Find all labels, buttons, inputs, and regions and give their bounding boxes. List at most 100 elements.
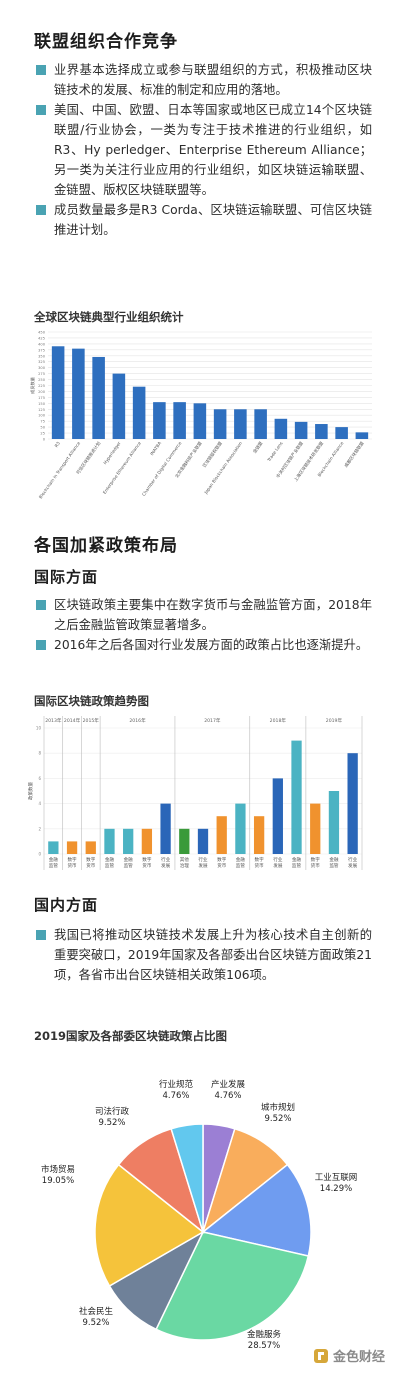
bullet-square-icon [36, 930, 46, 940]
bar [193, 403, 207, 439]
y-axis-label: 政策数量 [28, 782, 34, 800]
org-member-bar-chart: 0 25 50 75 100 125 150 175 200 225 250 275 300 325 350… [29, 331, 372, 500]
x-tick-label: INATBA [149, 441, 163, 457]
list-item: 我国已将推动区块链技术发展上升为核心技术自主创新的重要突破口，2019年国家及各… [36, 925, 372, 985]
slice-label: 社会民生 [79, 1306, 114, 1317]
slice-label: 市场贸易 [41, 1164, 75, 1175]
bar [48, 841, 59, 854]
pie-slice [155, 1231, 310, 1341]
y-tick-label: 175 [38, 396, 45, 400]
x-tick-label: Blockchain in Transport Alliance [38, 440, 82, 500]
slice-label: 金融服务 [247, 1329, 282, 1340]
year-group-label: 2015年 [83, 717, 100, 724]
section-title-alliance: 联盟组织合作竞争 [34, 32, 178, 52]
bar [272, 778, 283, 854]
x-tick-label-bottom: 发展 [348, 862, 358, 869]
x-tick-label-bottom: 发展 [161, 862, 171, 869]
x-tick-label: 成都区块链联盟 [343, 440, 366, 469]
bar [235, 803, 246, 854]
x-tick-label: Japan Blockchain Association [203, 440, 244, 496]
slice-percent: 19.05% [42, 1176, 74, 1186]
x-tick-label-bottom: 货币 [86, 862, 96, 869]
y-tick-label: 50 [40, 426, 45, 430]
y-tick-label: 0 [38, 852, 41, 857]
bar [66, 841, 78, 854]
bar [72, 348, 85, 439]
policy-trend-bar-chart: 0246810政策数量金融监管数字货币数字货币金融监管金融监管数字货币行业发展其… [28, 716, 363, 870]
y-tick-label: 0 [43, 438, 46, 442]
x-tick-label-bottom: 治理 [180, 862, 190, 869]
x-tick-label-top: 数字 [67, 856, 77, 863]
slice-label: 行业规范 [159, 1079, 194, 1090]
x-tick-label-top: 数字 [311, 856, 321, 863]
x-tick-label-bottom: 货币 [142, 862, 152, 869]
x-tick-label: Hyperledger [102, 441, 122, 466]
year-group-label: 2016年 [129, 717, 146, 724]
bullet-square-icon [36, 640, 46, 650]
slice-label: 工业互联网 [315, 1172, 358, 1183]
bullet-text: 2016年之后各国对行业发展方面的政策占比也逐渐提升。 [54, 638, 369, 652]
x-tick-label-top: 数字 [86, 856, 96, 863]
slice-percent: 28.57% [248, 1341, 280, 1351]
bullet-square-icon [36, 105, 46, 115]
x-tick-label-top: 金融 [124, 856, 134, 863]
bar [160, 803, 171, 854]
bar [92, 356, 105, 439]
slice-percent: 14.29% [320, 1184, 352, 1194]
domestic-bullet-list: 我国已将推动区块链技术发展上升为核心技术自主创新的重要突破口，2019年国家及各… [36, 925, 372, 985]
x-tick-label: Chamber of Digital Commerce [141, 440, 184, 497]
chart2-title: 国际区块链政策趋势图 [34, 694, 149, 708]
y-tick-label: 350 [38, 354, 46, 358]
bar [104, 828, 115, 854]
bar [291, 740, 302, 854]
x-tick-label-top: 金融 [329, 856, 339, 863]
section-title-policy: 各国加紧政策布局 [34, 536, 178, 556]
y-tick-label: 125 [38, 408, 45, 412]
bullet-square-icon [36, 205, 46, 215]
y-tick-label: 100 [38, 414, 46, 418]
slice-label: 城市规划 [261, 1102, 295, 1113]
x-tick-label-top: 金融 [292, 856, 302, 863]
bar [173, 402, 186, 439]
bar [112, 373, 126, 439]
y-axis-label: 成员数量 [29, 377, 36, 394]
brand-logo-icon [314, 1348, 328, 1363]
subsection-title-domestic: 国内方面 [34, 896, 99, 914]
x-tick-label: 区块链版权联盟 [201, 440, 224, 469]
bullet-square-icon [36, 65, 46, 75]
y-tick-label: 2 [38, 826, 41, 831]
bar [213, 409, 227, 439]
bar [197, 828, 209, 854]
bar [347, 753, 358, 854]
bar [123, 828, 134, 854]
y-tick-label: 10 [36, 726, 42, 731]
y-tick-label: 425 [38, 336, 45, 340]
bar [355, 432, 369, 439]
x-tick-label-top: 其他 [180, 856, 190, 863]
x-tick-label-top: 数字 [142, 856, 152, 863]
alliance-bullet-list: 业界基本选择成立或参与联盟组织的方式，积极推动区块链技术的发展、标准的制定和应用… [36, 60, 372, 240]
slice-label: 司法行政 [95, 1106, 130, 1117]
y-tick-label: 450 [38, 331, 46, 335]
bar [274, 418, 288, 439]
x-tick-label-bottom: 发展 [198, 862, 208, 869]
slice-percent: 9.52% [98, 1118, 125, 1128]
x-tick-label-bottom: 监管 [49, 862, 59, 869]
bullet-square-icon [36, 600, 46, 610]
x-tick-label-top: 数字 [217, 856, 227, 863]
y-tick-label: 375 [38, 348, 45, 352]
list-item: 2016年之后各国对行业发展方面的政策占比也逐渐提升。 [36, 635, 372, 655]
x-tick-label-top: 金融 [105, 856, 115, 863]
policy-pie-chart: 产业发展4.76%城市规划9.52%工业互联网14.29%金融服务28.57%社… [41, 1079, 358, 1351]
y-tick-label: 400 [38, 342, 46, 346]
list-item: 成员数量最多是R3 Corda、区块链运输联盟、可信区块链推进计划。 [36, 200, 372, 240]
y-tick-label: 75 [40, 420, 45, 424]
x-tick-label-top: 行业 [161, 856, 171, 863]
x-tick-label-top: 行业 [273, 856, 283, 863]
bullet-text: 区块链政策主要集中在数字货币与金融监管方面，2018年之后金融监管政策显著增多。 [54, 598, 372, 632]
bullet-text: 美国、中国、欧盟、日本等国家或地区已成立14个区块链联盟/行业协会，一类为专注于… [54, 103, 372, 197]
y-tick-label: 275 [38, 372, 45, 376]
x-tick-label-top: 行业 [198, 856, 208, 863]
bar [254, 409, 267, 439]
x-tick-label: Enterprise Ethereum Alliance [102, 440, 143, 495]
